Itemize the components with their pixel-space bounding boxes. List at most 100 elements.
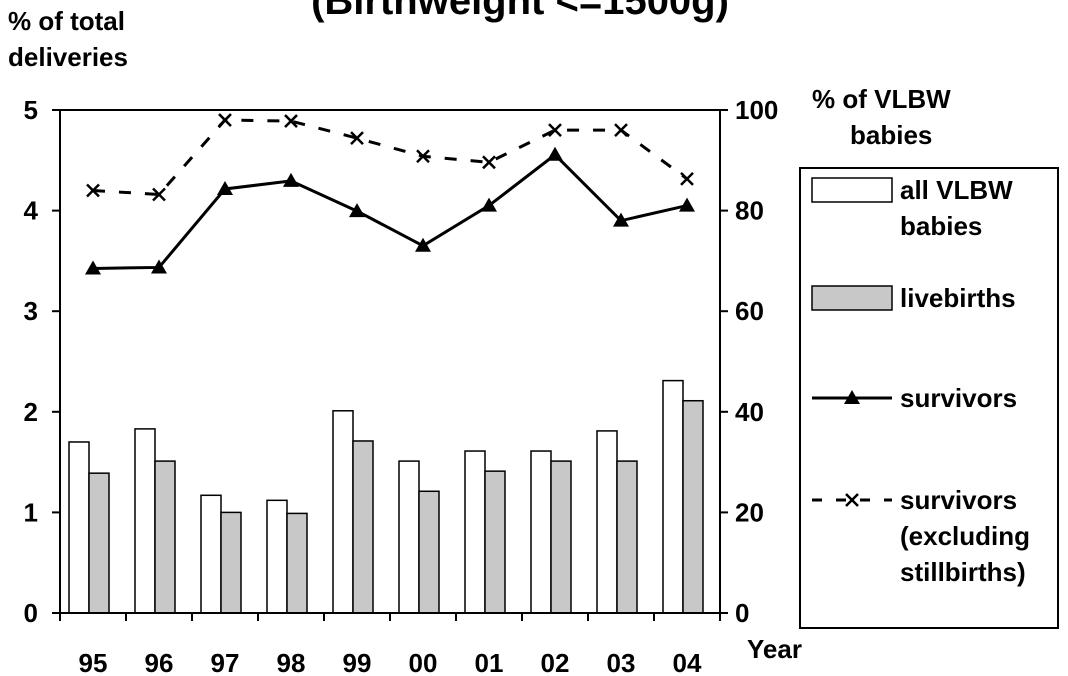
legend-item-4: survivors (excluding stillbirths) [812, 485, 1030, 587]
marker-survivors-97 [217, 180, 233, 195]
right-tick-label: 40 [735, 397, 764, 427]
x-tick-label-97: 97 [211, 648, 240, 676]
x-tick-label-99: 99 [343, 648, 372, 676]
bar-livebirths-99 [352, 440, 374, 614]
marker-x-stroke [614, 123, 628, 138]
bar-all-vlbw-97 [200, 494, 222, 614]
bar-all-vlbw-96 [134, 428, 156, 614]
right-axis-label: % of VLBW babies [812, 84, 951, 150]
x-tick-label-04: 04 [673, 648, 702, 676]
left-tick-label: 1 [24, 497, 38, 527]
legend: all VLBWbabieslivebirthssurvivorssurvivo… [799, 167, 1059, 629]
bar-livebirths-95 [88, 472, 110, 614]
right-tick-label: 0 [735, 598, 749, 628]
right-ticks: 0 20 40 60 80 100 [720, 95, 778, 628]
marker-survivors-excl-97 [218, 113, 232, 127]
x-axis-label: Year [747, 634, 802, 664]
legend-item-2: livebirths [811, 283, 1016, 313]
marker-x-stroke [152, 187, 166, 202]
marker-survivors-excl-04 [680, 172, 694, 186]
marker-survivors-96 [151, 259, 167, 274]
legend-label-line: survivors [900, 383, 1017, 413]
left-axis-label-line: deliveries [8, 42, 128, 72]
bar-livebirths-02 [550, 460, 572, 614]
lines [85, 113, 695, 275]
marker-x-stroke [350, 131, 364, 146]
right-tick-label: 80 [735, 196, 764, 226]
bar-livebirths-03 [616, 460, 638, 614]
left-tick-label: 3 [24, 296, 38, 326]
bar-all-vlbw-95 [68, 441, 90, 614]
legend-label-line: (excluding [900, 521, 1030, 551]
marker-survivors-02 [547, 146, 563, 161]
marker-x-stroke [548, 123, 562, 138]
x-tick-label-00: 00 [409, 648, 438, 676]
x-tick-labels: 95 96 97 98 99 00 01 02 03 04 [59, 613, 721, 676]
marker-x-stroke [86, 183, 100, 198]
left-tick-label: 2 [24, 397, 38, 427]
legend-swatch [811, 285, 893, 311]
legend-label-line: all VLBW [900, 175, 1013, 205]
left-ticks: 0 1 2 3 4 5 [24, 95, 60, 628]
left-tick-label: 0 [24, 598, 38, 628]
x-tick-label-02: 02 [541, 648, 570, 676]
bar-all-vlbw-03 [596, 430, 618, 614]
legend-swatch [811, 177, 893, 203]
marker-survivors-03 [613, 212, 629, 227]
marker-survivors-excl-96 [152, 187, 166, 202]
legend-item-1: all VLBW babies [811, 175, 1013, 241]
marker-x-stroke [416, 149, 430, 164]
marker-survivors-excl-98 [284, 114, 298, 128]
bar-all-vlbw-00 [398, 460, 420, 614]
marker-x-stroke [218, 113, 232, 127]
legend-item-3: survivors [812, 383, 1017, 413]
line-survivors-excl-stillbirths [92, 118, 688, 197]
legend-label-line: livebirths [900, 283, 1016, 313]
legend-swatch-marker [844, 390, 860, 404]
right-tick-label: 20 [735, 497, 764, 527]
marker-survivors-excl-03 [614, 123, 628, 138]
bar-livebirths-04 [682, 399, 704, 614]
marker-survivors-99 [349, 203, 365, 218]
marker-survivors-excl-00 [416, 149, 430, 164]
bar-all-vlbw-99 [332, 410, 354, 614]
bar-all-vlbw-02 [530, 450, 552, 614]
bar-livebirths-01 [484, 470, 506, 614]
bar-all-vlbw-04 [662, 379, 684, 614]
right-tick-label: 100 [735, 95, 778, 125]
x-tick-label-98: 98 [277, 648, 306, 676]
bar-livebirths-00 [418, 490, 440, 614]
marker-x-stroke [680, 172, 694, 186]
marker-survivors-excl-99 [350, 131, 364, 146]
left-axis-label: % of total deliveries [8, 6, 128, 72]
x-tick-label-96: 96 [145, 648, 174, 676]
right-tick-label: 60 [735, 296, 764, 326]
marker-x-stroke [284, 114, 298, 128]
right-axis-label-line: % of VLBW [812, 84, 951, 114]
left-axis-label-line: % of total [8, 6, 125, 36]
legend-label-line: babies [900, 211, 982, 241]
legend-label-line: stillbirths) [900, 557, 1026, 587]
bar-livebirths-98 [286, 512, 308, 614]
marker-survivors-01 [481, 197, 497, 212]
line-survivors [92, 152, 688, 270]
marker-survivors-excl-01 [482, 155, 496, 170]
bar-livebirths-97 [220, 511, 242, 614]
left-tick-label: 5 [24, 95, 38, 125]
bar-livebirths-96 [154, 460, 176, 614]
left-tick-label: 4 [24, 196, 39, 226]
x-tick-label-01: 01 [475, 648, 504, 676]
marker-survivors-98 [283, 172, 299, 187]
bars [68, 379, 704, 614]
marker-survivors-00 [415, 237, 431, 252]
legend-label-line: survivors [900, 485, 1017, 515]
marker-survivors-excl-02 [548, 123, 562, 138]
x-tick-label-03: 03 [607, 648, 636, 676]
right-axis-label-line: babies [850, 120, 932, 150]
chart-title: (Birthweight <=1500g) [311, 0, 729, 23]
bar-all-vlbw-98 [266, 499, 288, 614]
legend-swatch-marker [845, 493, 859, 507]
marker-survivors-04 [679, 197, 695, 212]
marker-x-stroke [482, 155, 496, 170]
